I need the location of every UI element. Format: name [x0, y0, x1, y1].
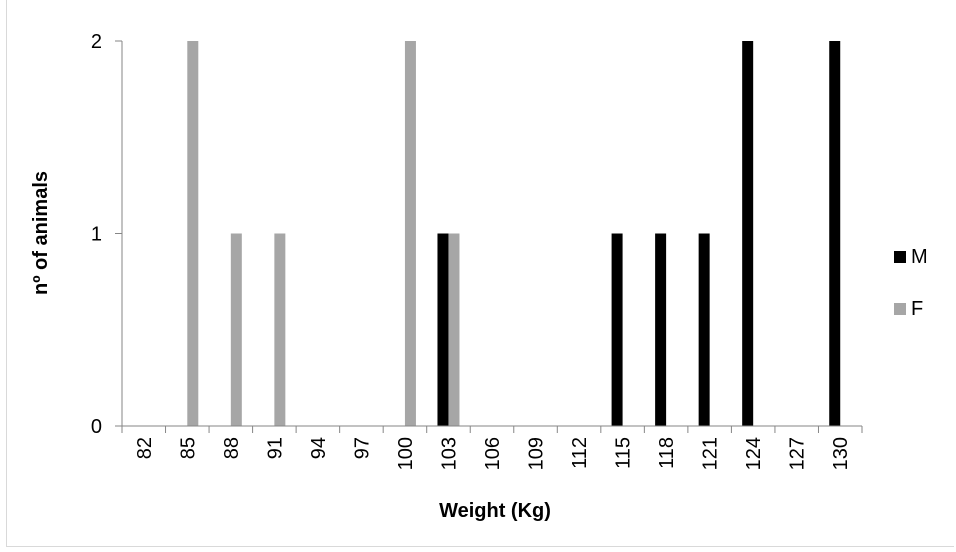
y-tick-label: 1	[91, 224, 102, 246]
bar-m-124	[742, 41, 754, 426]
x-tick-label: 88	[221, 437, 243, 459]
x-tick-label: 97	[351, 437, 373, 459]
y-axis: 0 1 2	[91, 31, 123, 438]
x-tick-label: 103	[438, 437, 460, 470]
bar-m-115	[611, 233, 623, 426]
weight-histogram-chart: 0 1 2 82 85 88 91 94 97 100 103 106 109 112 115 118 121…	[30, 31, 928, 522]
y-tick-label: 2	[91, 31, 102, 53]
legend: MF	[894, 246, 928, 320]
bar-m-121	[698, 233, 710, 426]
x-tick-label: 118	[656, 437, 678, 469]
x-tick-label: 82	[134, 437, 156, 459]
x-tick-label: 94	[308, 437, 330, 459]
x-axis: 82 85 88 91 94 97 100 103 106 109 112 115 118 121 124 1…	[121, 425, 863, 470]
x-tick-label: 100	[395, 437, 417, 470]
x-tick-label: 127	[787, 437, 809, 470]
legend-swatch-m	[894, 251, 906, 263]
x-tick-label: 85	[177, 437, 199, 459]
bar-m-103	[437, 233, 449, 426]
y-axis-title: nº of animals	[30, 171, 52, 295]
x-tick-label: 109	[526, 437, 548, 470]
x-tick-label: 124	[743, 437, 765, 470]
x-tick-label: 115	[613, 437, 635, 469]
bar-m-118	[655, 233, 667, 426]
bar-m-130	[829, 41, 841, 426]
x-tick-label: 112	[569, 437, 591, 469]
bar-f-88	[230, 233, 242, 426]
legend-swatch-f	[894, 303, 906, 315]
bar-f-85	[187, 41, 199, 426]
x-tick-label: 130	[830, 437, 852, 470]
bar-f-103	[448, 233, 460, 426]
y-tick-label: 0	[91, 416, 102, 438]
chart-frame: 0 1 2 82 85 88 91 94 97 100 103 106 109 112 115 118 121…	[6, 0, 954, 547]
x-tick-label: 121	[700, 437, 722, 470]
plot-area	[187, 41, 841, 426]
legend-label-m: M	[911, 246, 928, 268]
x-tick-label: 91	[264, 437, 286, 459]
x-axis-title: Weight (Kg)	[439, 500, 551, 522]
legend-label-f: F	[911, 298, 923, 320]
bar-f-100	[404, 41, 416, 426]
bar-f-91	[274, 233, 286, 426]
x-tick-label: 106	[482, 437, 504, 470]
